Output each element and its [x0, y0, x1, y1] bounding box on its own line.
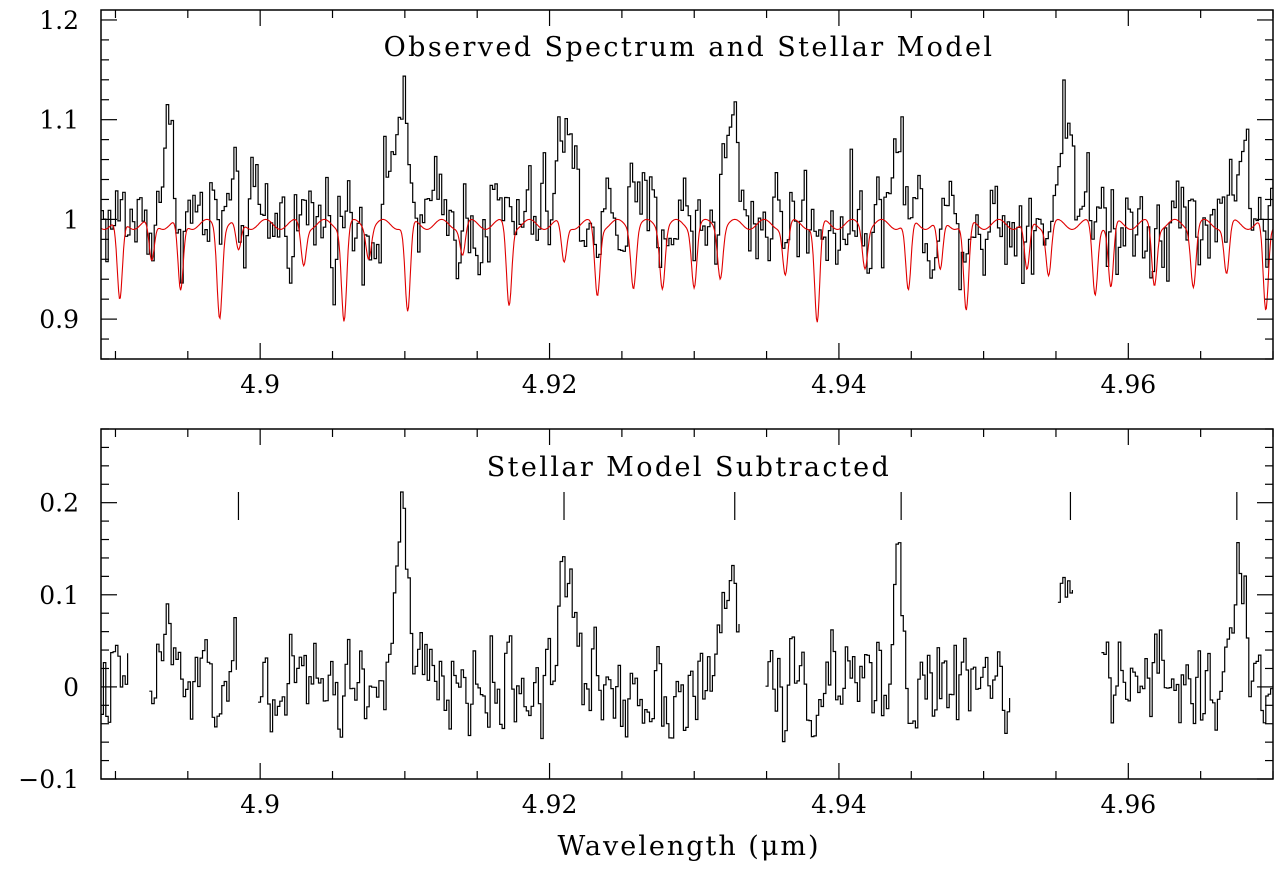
- plot-frame: [100, 9, 1274, 360]
- y-tick-label: 1.1: [39, 106, 79, 135]
- top-panel-title: Observed Spectrum and Stellar Model: [384, 32, 995, 63]
- y-tick-label: 1.2: [39, 6, 79, 35]
- x-tick-label: 4.96: [1100, 790, 1156, 819]
- spectrum-series: [101, 491, 1273, 743]
- x-axis-label: Wavelength (μm): [557, 831, 820, 862]
- y-tick-label: 0.2: [39, 489, 79, 518]
- y-tick-label: 0: [63, 673, 79, 702]
- x-tick-label: 4.9: [240, 370, 280, 399]
- bottom-panel-title: Stellar Model Subtracted: [487, 452, 891, 483]
- y-tick-label: 0.9: [39, 305, 79, 334]
- y-tick-label: 1: [63, 205, 79, 234]
- x-tick-label: 4.9: [240, 790, 280, 819]
- bottom-panel-model-subtracted: Stellar Model Subtracted 4.9 4.92 4.94 4.96…: [18, 428, 1274, 819]
- x-tick-label: 4.94: [811, 370, 867, 399]
- stellar-model-series: [101, 218, 1273, 323]
- spectrum-series: [101, 75, 1273, 306]
- y-tick-label: 0.1: [39, 581, 79, 610]
- x-tick-label: 4.94: [811, 790, 867, 819]
- x-tick-label: 4.96: [1100, 370, 1156, 399]
- plot-frame: [100, 428, 1274, 780]
- top-panel-observed-spectrum: Observed Spectrum and Stellar Model 4.9 4…: [39, 6, 1274, 399]
- x-tick-label: 4.92: [522, 790, 578, 819]
- x-tick-label: 4.92: [522, 370, 578, 399]
- y-tick-label: −0.1: [18, 765, 79, 794]
